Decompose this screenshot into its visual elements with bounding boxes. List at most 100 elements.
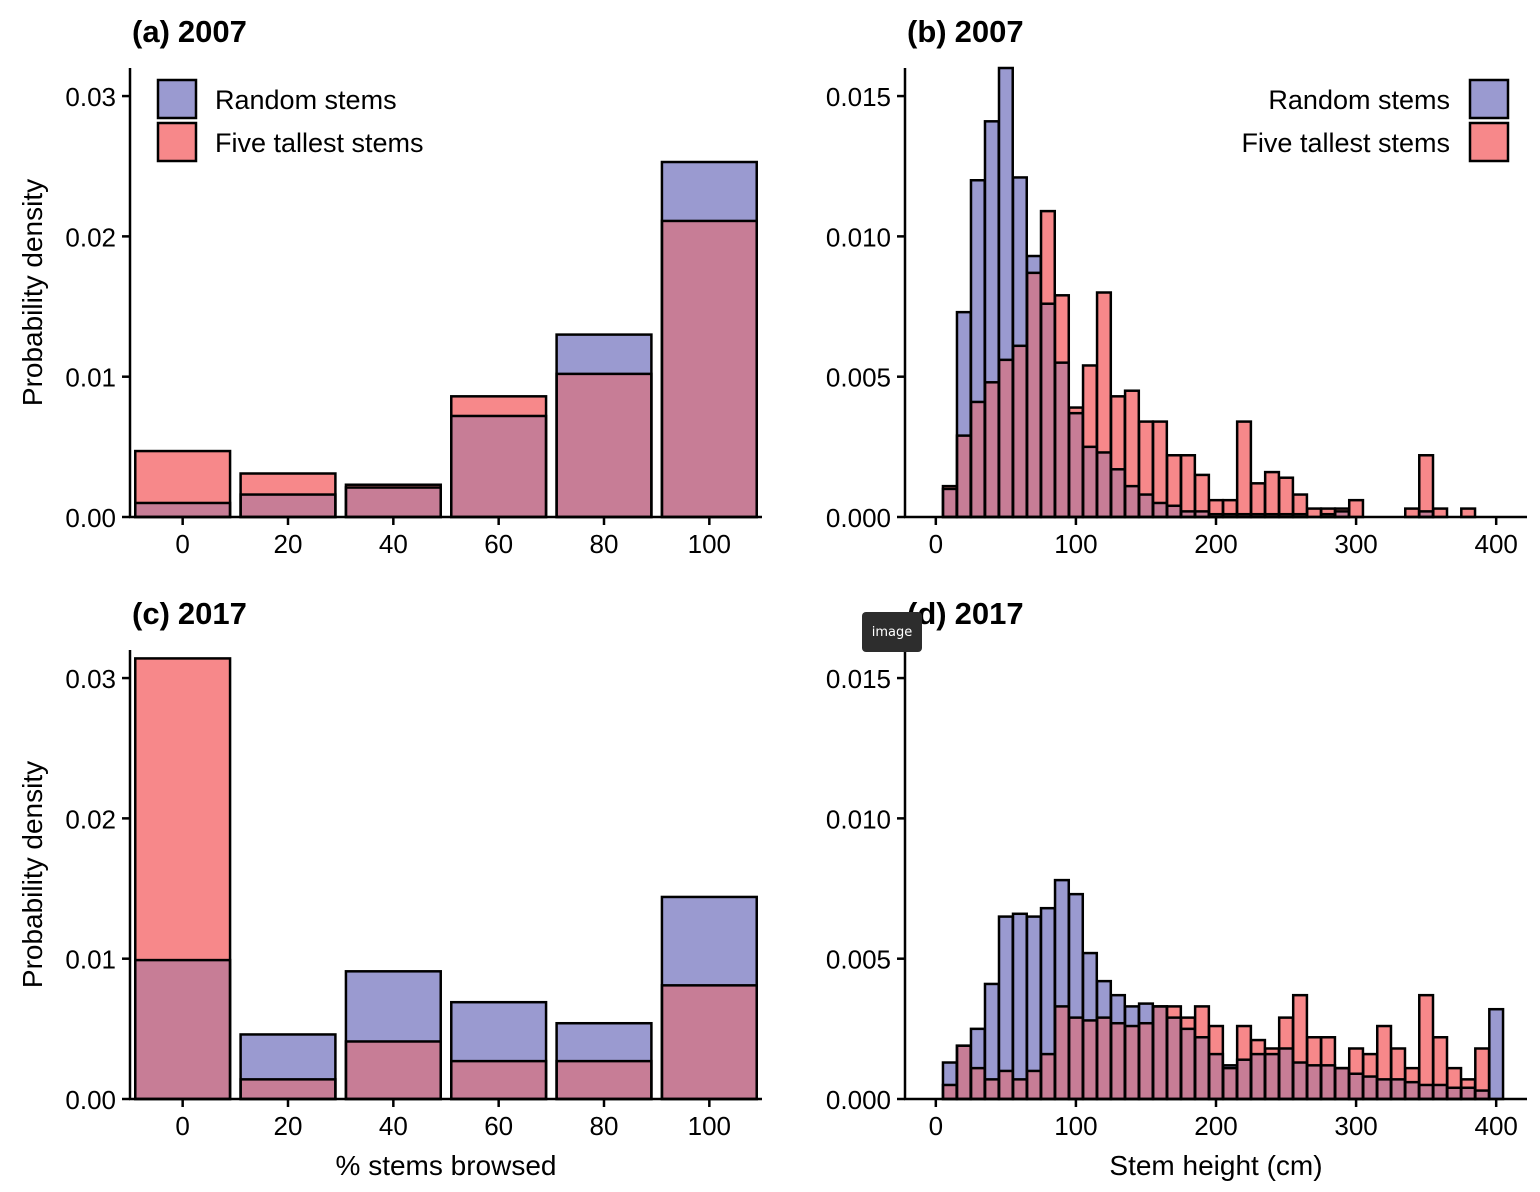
bar-top-d-20 — [1223, 1065, 1237, 1069]
bar-top-b-6 — [1027, 256, 1041, 273]
bar-top-d-25 — [1293, 995, 1307, 1063]
legend-key-random-a — [156, 78, 198, 120]
bar-overlap-b-10 — [1083, 446, 1097, 517]
bar-top-d-3 — [984, 983, 999, 1080]
bar-overlap-d-31 — [1377, 1079, 1391, 1099]
x-tick-label-c-5: 100 — [688, 1111, 731, 1141]
bar-overlap-d-20 — [1223, 1068, 1237, 1099]
bar-top-b-37 — [1461, 508, 1476, 517]
bar-top-b-27 — [1321, 508, 1335, 515]
bar-top-b-16 — [1167, 455, 1181, 506]
y-tick-label-c-0: 0.00 — [65, 1085, 116, 1115]
y-axis-label-c: Probability density — [17, 761, 48, 988]
bar-top-d-10 — [1083, 953, 1097, 1021]
bar-overlap-b-1 — [956, 435, 971, 517]
bar-top-b-7 — [1041, 211, 1055, 304]
bar-top-b-9 — [1069, 407, 1083, 414]
x-tick-label-b-1: 100 — [1054, 529, 1097, 559]
legend-label-tallest-b: Five tallest stems — [1241, 128, 1450, 158]
x-tick-label-a-1: 20 — [274, 529, 303, 559]
x-tick-label-d-2: 200 — [1194, 1111, 1237, 1141]
bar-overlap-b-18 — [1195, 511, 1209, 517]
x-tick-label-b-0: 0 — [929, 529, 943, 559]
bar-overlap-b-9 — [1069, 413, 1083, 517]
bar-overlap-d-30 — [1363, 1076, 1377, 1099]
bar-top-a-2 — [345, 484, 441, 488]
bar-overlap-b-2 — [970, 401, 985, 517]
bar-top-d-13 — [1125, 1006, 1139, 1027]
panel-c: (c) 2017 0.00 0.01 0.02 0.03 0 20 40 60 80 100 Proba… — [17, 596, 762, 1181]
bar-overlap-b-8 — [1055, 362, 1069, 517]
x-tick-label-d-4: 400 — [1474, 1111, 1517, 1141]
x-axis-label-d: Stem height (cm) — [1109, 1150, 1322, 1181]
bar-top-b-0 — [942, 486, 957, 489]
bar-overlap-b-3 — [984, 382, 999, 517]
image-tooltip: image — [862, 612, 922, 652]
bar-top-d-24 — [1279, 1017, 1293, 1049]
panel-year-d: 2017 — [955, 596, 1024, 631]
y-tick-label-a-1: 0.01 — [65, 363, 116, 393]
y-tick-label-c-2: 0.02 — [65, 804, 116, 834]
bar-overlap-c-2 — [345, 1041, 441, 1099]
bar-top-d-30 — [1363, 1054, 1377, 1077]
bar-overlap-b-4 — [999, 359, 1013, 517]
y-tick-label-a-2: 0.02 — [65, 222, 116, 252]
x-tick-label-c-3: 60 — [484, 1111, 513, 1141]
bar-top-b-24 — [1279, 477, 1293, 515]
legend-a: Random stems Five tallest stems — [156, 78, 424, 163]
bar-overlap-d-13 — [1125, 1026, 1139, 1099]
bar-overlap-d-16 — [1167, 1017, 1181, 1099]
x-tick-label-a-4: 80 — [590, 529, 619, 559]
bar-overlap-d-14 — [1139, 1023, 1153, 1099]
y-tick-label-b-2: 0.010 — [826, 222, 891, 252]
x-axis-label-c: % stems browsed — [336, 1150, 557, 1181]
bar-top-d-2 — [970, 1028, 985, 1069]
bar-top-b-33 — [1405, 508, 1419, 517]
bars-a — [134, 160, 758, 519]
bar-top-d-5 — [1013, 913, 1027, 1080]
bar-overlap-d-33 — [1405, 1082, 1419, 1099]
panel-title-c: (c) 2017 — [132, 596, 247, 631]
bar-overlap-a-3 — [451, 415, 547, 517]
y-tick-label-b-1: 0.005 — [826, 363, 891, 393]
bar-overlap-a-0 — [135, 502, 231, 517]
bar-overlap-b-0 — [942, 488, 957, 517]
bar-top-d-16 — [1167, 1006, 1181, 1018]
bar-top-a-4 — [556, 334, 652, 374]
bar-overlap-b-17 — [1181, 511, 1195, 517]
bar-top-c-3 — [451, 1002, 547, 1062]
bar-overlap-d-7 — [1041, 1054, 1055, 1099]
bar-overlap-a-2 — [345, 487, 441, 517]
bar-overlap-d-1 — [956, 1045, 971, 1099]
x-tick-label-b-4: 400 — [1474, 529, 1517, 559]
bar-top-b-25 — [1293, 494, 1307, 515]
bar-overlap-b-11 — [1097, 452, 1111, 517]
bar-top-a-1 — [240, 473, 336, 495]
bar-overlap-d-32 — [1391, 1079, 1405, 1099]
bar-top-d-23 — [1265, 1048, 1279, 1055]
bar-overlap-b-20 — [1223, 514, 1237, 517]
bar-top-b-29 — [1349, 500, 1363, 517]
bar-overlap-b-6 — [1027, 272, 1041, 517]
bar-overlap-b-5 — [1013, 345, 1027, 517]
bar-top-b-23 — [1265, 472, 1279, 515]
bar-top-a-3 — [451, 396, 547, 416]
bar-top-b-2 — [970, 180, 985, 402]
x-tick-label-d-1: 100 — [1054, 1111, 1097, 1141]
bar-top-d-36 — [1447, 1068, 1462, 1088]
bar-top-b-18 — [1195, 474, 1209, 512]
bar-top-b-14 — [1139, 421, 1153, 495]
bar-top-d-37 — [1461, 1079, 1476, 1088]
bar-overlap-d-19 — [1209, 1054, 1223, 1099]
bar-top-d-12 — [1111, 995, 1125, 1024]
y-tick-label-d-0: 0.000 — [826, 1085, 891, 1115]
bar-top-b-34 — [1419, 455, 1433, 512]
bars-d — [941, 878, 1505, 1101]
bar-top-a-0 — [135, 451, 231, 503]
bar-overlap-d-9 — [1069, 1017, 1083, 1099]
bar-overlap-b-19 — [1209, 514, 1223, 517]
bar-overlap-d-8 — [1055, 1006, 1069, 1099]
bar-top-d-31 — [1377, 1026, 1391, 1080]
legend-key-tallest-b — [1468, 121, 1510, 163]
